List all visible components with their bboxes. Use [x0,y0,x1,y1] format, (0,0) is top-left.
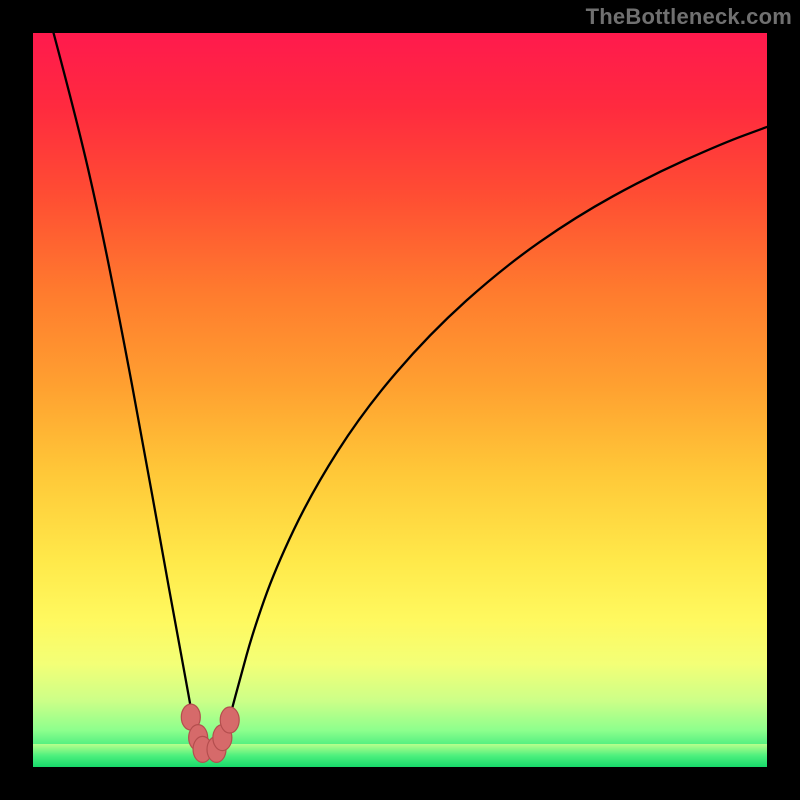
watermark-text: TheBottleneck.com [586,4,792,30]
marker-dots [33,33,767,767]
marker-dot [220,707,239,733]
chart-container: TheBottleneck.com [0,0,800,800]
plot-area [33,33,767,767]
